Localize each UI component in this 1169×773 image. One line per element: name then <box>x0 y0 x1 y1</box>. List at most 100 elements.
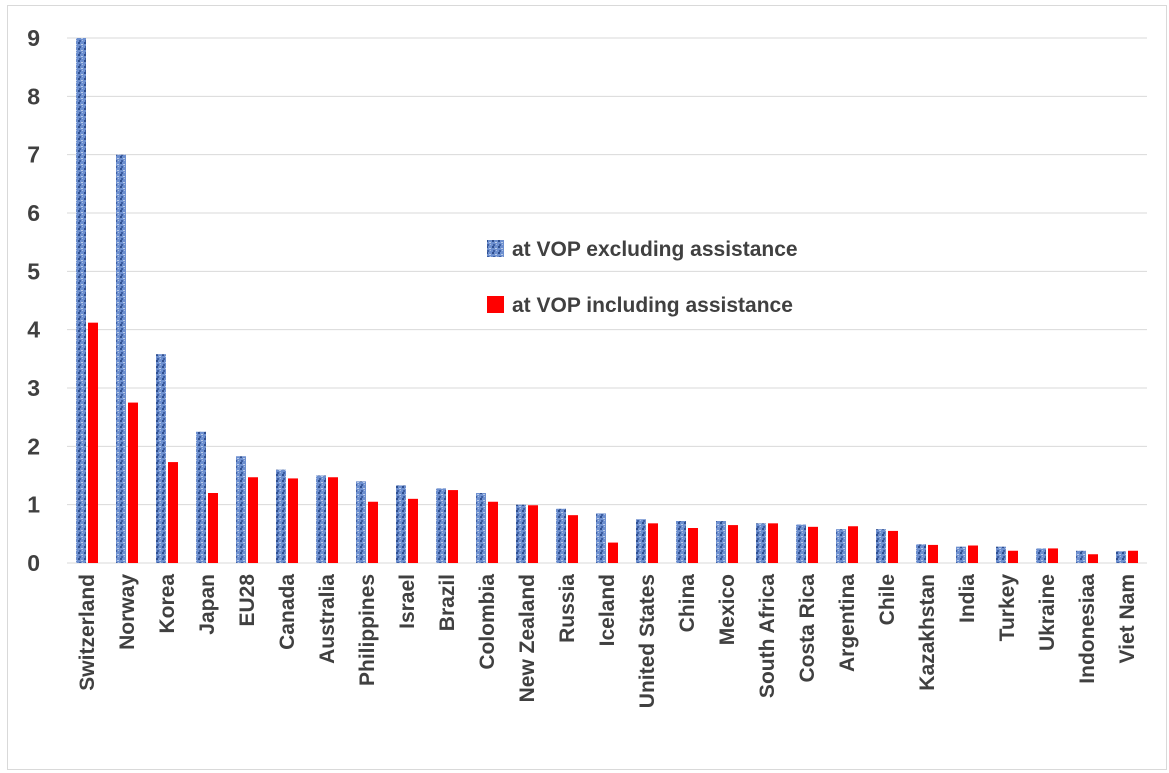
bar-including-switzerland <box>88 322 98 563</box>
bar-excluding-korea <box>156 354 166 563</box>
bar-including-colombia <box>488 501 498 563</box>
x-tick-label: Australia <box>316 574 339 664</box>
bar-excluding-canada <box>276 469 286 563</box>
bar-including-chile <box>888 530 898 563</box>
legend-swatch <box>487 296 504 313</box>
y-tick-label: 6 <box>27 200 40 226</box>
bar-including-canada <box>288 478 298 563</box>
x-tick-label: Costa Rica <box>796 574 819 683</box>
x-tick-label: Turkey <box>996 574 1019 642</box>
bar-excluding-costa-rica <box>796 524 806 563</box>
bar-including-costa-rica <box>808 526 818 563</box>
bar-including-south-africa <box>768 523 778 563</box>
bar-excluding-australia <box>316 475 326 563</box>
bar-including-philippines <box>368 501 378 563</box>
bar-excluding-philippines <box>356 481 366 563</box>
bar-including-india <box>968 545 978 563</box>
bar-excluding-china <box>676 521 686 563</box>
x-tick-label: Chile <box>876 574 899 625</box>
x-tick-label: Japan <box>196 574 219 635</box>
bar-including-ukraine <box>1048 548 1058 563</box>
bar-including-norway <box>128 402 138 563</box>
y-tick-label: 1 <box>27 492 40 518</box>
x-tick-label: Argentina <box>836 574 859 672</box>
x-tick-label: India <box>956 574 979 623</box>
bar-excluding-south-africa <box>756 523 766 563</box>
y-tick-label: 4 <box>27 317 40 343</box>
x-tick-label: Brazil <box>436 574 459 631</box>
bar-including-russia <box>568 515 578 563</box>
bar-including-united-states <box>648 523 658 563</box>
x-tick-label: Indonesiaa <box>1076 574 1099 684</box>
x-tick-label: United States <box>636 574 659 708</box>
bar-including-indonesiaa <box>1088 554 1098 563</box>
bar-excluding-brazil <box>436 488 446 563</box>
bar-excluding-united-states <box>636 519 646 563</box>
x-tick-label: Iceland <box>596 574 619 646</box>
bar-including-argentina <box>848 526 858 563</box>
bar-including-japan <box>208 493 218 563</box>
x-tick-label: Israel <box>396 574 419 629</box>
bar-excluding-turkey <box>996 546 1006 563</box>
bar-including-australia <box>328 477 338 563</box>
y-tick-label: 3 <box>27 375 40 401</box>
bar-including-mexico <box>728 525 738 563</box>
bar-excluding-switzerland <box>76 38 86 563</box>
bar-including-eu28 <box>248 477 258 563</box>
y-tick-label: 9 <box>27 25 40 51</box>
x-tick-label: Canada <box>276 574 299 650</box>
bar-excluding-russia <box>556 508 566 563</box>
bar-excluding-chile <box>876 529 886 563</box>
legend-swatch <box>487 240 504 257</box>
bar-including-viet-nam <box>1128 550 1138 563</box>
bar-excluding-indonesiaa <box>1076 550 1086 563</box>
bar-excluding-eu28 <box>236 456 246 563</box>
bar-excluding-norway <box>116 154 126 563</box>
x-tick-label: Russia <box>556 574 579 643</box>
y-tick-label: 2 <box>27 433 40 459</box>
x-tick-label: Colombia <box>476 574 499 670</box>
bar-excluding-ukraine <box>1036 548 1046 563</box>
x-tick-label: Norway <box>116 574 139 650</box>
bars <box>76 38 1138 563</box>
x-tick-label: Viet Nam <box>1116 574 1139 664</box>
x-axis-ticks: Switzerland Norway Korea Japan EU28 Canada Aus… <box>76 574 1139 709</box>
bar-excluding-iceland <box>596 513 606 563</box>
bar-excluding-colombia <box>476 493 486 563</box>
y-tick-label: 5 <box>27 258 40 284</box>
bar-including-new-zealand <box>528 505 538 563</box>
y-tick-label: 0 <box>27 550 40 576</box>
x-tick-label: Philippines <box>356 574 379 686</box>
y-tick-label: 7 <box>27 142 40 168</box>
bar-excluding-israel <box>396 485 406 563</box>
y-axis-ticks: 0 1 2 3 4 5 6 7 8 9 <box>27 25 40 576</box>
x-tick-label: Korea <box>156 574 179 634</box>
bar-including-kazakhstan <box>928 544 938 563</box>
legend-label: at VOP excluding assistance <box>512 238 798 261</box>
bar-including-iceland <box>608 542 618 563</box>
gridlines <box>67 37 1147 564</box>
x-tick-label: Ukraine <box>1036 574 1059 651</box>
bar-including-brazil <box>448 490 458 563</box>
x-tick-label: Mexico <box>716 574 739 645</box>
bar-excluding-argentina <box>836 529 846 563</box>
y-tick-label: 8 <box>27 83 40 109</box>
x-tick-label: Switzerland <box>76 574 99 691</box>
bar-excluding-viet-nam <box>1116 551 1126 563</box>
bar-including-turkey <box>1008 550 1018 563</box>
x-tick-label: Kazakhstan <box>916 574 939 691</box>
legend-label: at VOP including assistance <box>512 294 793 317</box>
bar-excluding-kazakhstan <box>916 544 926 563</box>
x-tick-label: South Africa <box>756 574 779 698</box>
legend: at VOP excluding assistance at VOP includ… <box>487 238 798 317</box>
bar-excluding-mexico <box>716 521 726 563</box>
bar-excluding-new-zealand <box>516 504 526 563</box>
bar-excluding-india <box>956 546 966 563</box>
x-tick-label: New Zealand <box>516 574 539 702</box>
bar-including-china <box>688 528 698 563</box>
x-tick-label: China <box>676 574 699 633</box>
x-tick-label: EU28 <box>236 574 259 627</box>
bar-excluding-japan <box>196 431 206 563</box>
bar-including-korea <box>168 462 178 563</box>
